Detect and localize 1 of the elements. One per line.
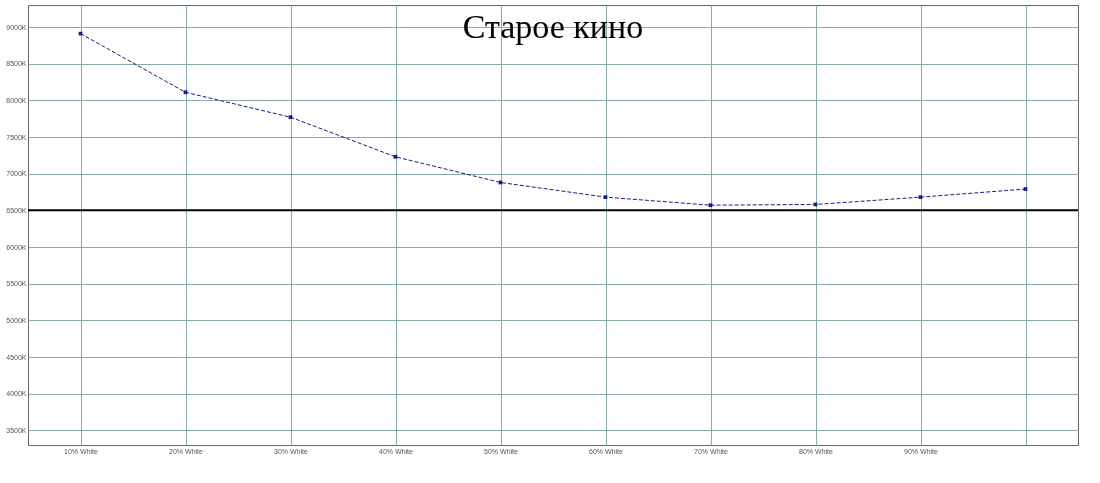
chart-title: Старое кино xyxy=(462,8,644,45)
